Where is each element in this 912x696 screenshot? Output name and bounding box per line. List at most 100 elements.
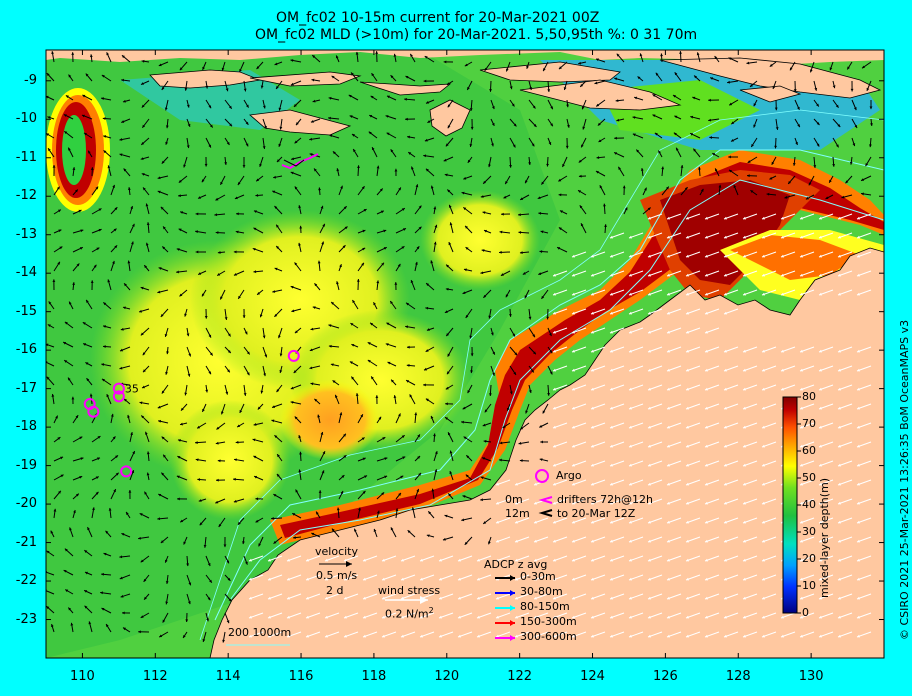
- wind-arrow: [761, 460, 777, 467]
- current-arrow: [53, 436, 61, 443]
- current-arrow: [445, 327, 454, 337]
- current-arrow: [313, 168, 321, 177]
- current-arrow: [616, 118, 625, 122]
- current-arrow: [464, 225, 473, 234]
- current-arrow: [395, 434, 405, 443]
- current-arrow: [127, 260, 131, 272]
- current-arrow: [578, 174, 587, 178]
- current-arrow: [243, 384, 247, 396]
- wind-arrow: [647, 213, 663, 220]
- current-arrow: [233, 477, 245, 481]
- lon-label: 122: [507, 669, 533, 684]
- current-arrow: [595, 99, 606, 107]
- current-arrow: [224, 346, 232, 354]
- current-arrow: [157, 175, 169, 180]
- current-arrow: [274, 434, 283, 443]
- wind-arrow: [837, 555, 853, 562]
- current-arrow: [255, 175, 264, 182]
- current-arrow: [465, 474, 473, 481]
- current-arrow: [813, 137, 820, 147]
- current-arrow: [728, 99, 739, 106]
- wind-arrow: [761, 479, 777, 486]
- current-arrow: [488, 308, 492, 319]
- current-arrow: [463, 436, 473, 443]
- current-arrow: [425, 282, 435, 291]
- current-arrow: [182, 631, 188, 639]
- current-arrow: [319, 450, 326, 462]
- wind-arrow: [818, 403, 834, 410]
- current-arrow: [88, 621, 93, 633]
- current-arrow: [443, 156, 454, 162]
- current-arrow: [162, 454, 169, 462]
- current-arrow: [580, 137, 587, 148]
- adcp-label: 30-80m: [520, 585, 563, 598]
- wind-arrow: [799, 555, 815, 562]
- wind-arrow: [837, 289, 853, 296]
- contour-label: 200 1000m: [228, 626, 292, 639]
- current-arrow: [598, 137, 606, 143]
- wind-arrow: [419, 555, 435, 562]
- current-arrow: [195, 250, 207, 254]
- colorbar-tick-label: 50: [802, 471, 816, 484]
- current-arrow: [547, 80, 551, 93]
- current-arrow: [518, 441, 530, 445]
- current-arrow: [196, 422, 207, 429]
- current-arrow: [72, 414, 79, 424]
- current-arrow: [338, 264, 342, 272]
- current-arrow: [480, 476, 492, 481]
- current-arrow: [541, 289, 549, 300]
- current-arrow: [353, 528, 359, 538]
- current-arrow: [509, 137, 516, 148]
- current-arrow: [482, 422, 492, 427]
- current-arrow: [338, 454, 347, 462]
- current-arrow: [279, 365, 283, 374]
- current-arrow: [179, 289, 188, 297]
- current-arrow: [144, 491, 150, 500]
- current-arrow: [141, 173, 150, 177]
- current-arrow: [53, 415, 59, 424]
- wind-arrow: [647, 593, 663, 600]
- current-arrow: [224, 118, 233, 127]
- current-arrow: [128, 490, 132, 500]
- wind-arrow: [590, 479, 606, 486]
- current-arrow: [233, 458, 245, 462]
- current-arrow: [262, 99, 266, 109]
- current-arrow: [672, 94, 682, 101]
- wind-arrow: [343, 555, 359, 562]
- wind-arrow: [723, 441, 739, 448]
- current-arrow: [376, 229, 387, 234]
- current-arrow: [674, 115, 682, 120]
- wind-arrow: [438, 631, 454, 638]
- current-arrow: [272, 289, 283, 293]
- current-arrow: [481, 249, 492, 253]
- wind-arrow: [723, 612, 739, 619]
- current-arrow: [425, 99, 435, 104]
- wind-arrow: [628, 593, 644, 600]
- wind-arrow: [799, 612, 815, 619]
- wind-arrow: [305, 593, 321, 600]
- current-arrow: [386, 132, 397, 139]
- drifter-time: to 20-Mar 12Z: [557, 507, 636, 520]
- wind-arrow: [856, 555, 872, 562]
- current-arrow: [490, 99, 495, 110]
- current-arrow: [376, 246, 387, 253]
- current-arrow: [164, 555, 169, 563]
- wind-arrow: [856, 612, 872, 619]
- current-arrow: [599, 185, 606, 196]
- current-arrow: [72, 493, 80, 500]
- current-arrow: [813, 99, 820, 107]
- current-arrow: [547, 327, 552, 337]
- current-arrow: [262, 137, 266, 149]
- wind-arrow: [704, 270, 720, 277]
- current-arrow: [317, 260, 321, 272]
- current-arrow: [331, 528, 340, 538]
- current-arrow: [195, 230, 207, 234]
- wind-arrow: [685, 574, 701, 581]
- current-arrow: [292, 536, 302, 540]
- wind-arrow: [685, 555, 701, 562]
- wind-arrow: [609, 612, 625, 619]
- current-arrow: [252, 438, 264, 443]
- current-arrow: [83, 132, 93, 139]
- current-arrow: [395, 475, 404, 481]
- current-arrow: [851, 99, 857, 111]
